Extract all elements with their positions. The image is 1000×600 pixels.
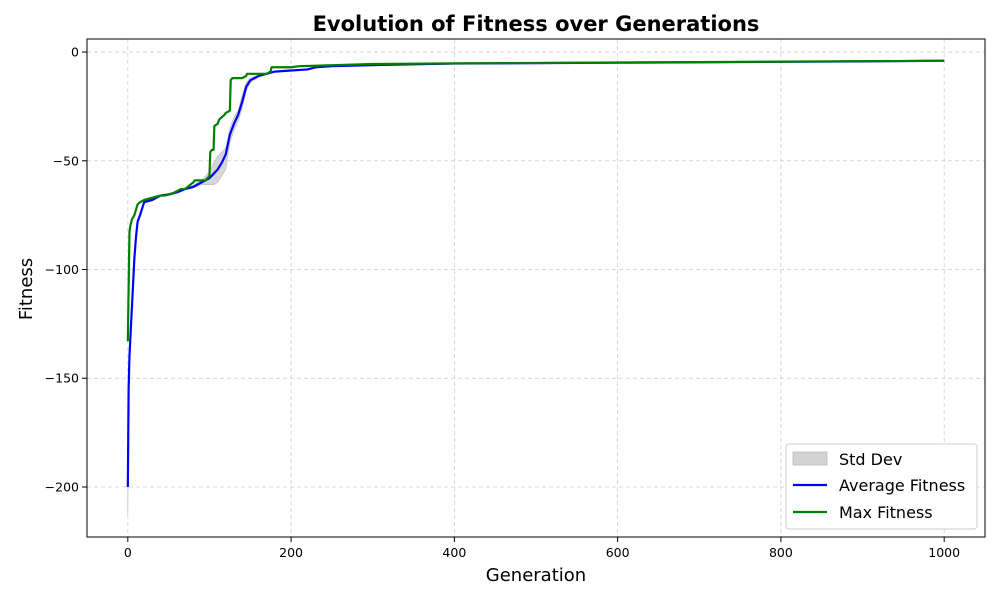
legend-swatch-std-dev — [792, 451, 828, 466]
y-tick-label: −100 — [45, 262, 79, 277]
max-fitness-line — [126, 59, 945, 342]
legend-frame — [785, 443, 978, 530]
chart-title: Evolution of Fitness over Generations — [313, 12, 760, 36]
legend-label-max-fitness: Max Fitness — [839, 503, 933, 522]
y-tick-label: 0 — [71, 45, 79, 60]
x-tick-label: 1000 — [928, 545, 960, 560]
legend-label-std-dev: Std Dev — [839, 450, 902, 469]
x-tick-label: 800 — [769, 545, 793, 560]
plot-frame — [86, 38, 986, 538]
x-tick-label: 200 — [279, 545, 303, 560]
y-axis-label: Fitness — [16, 258, 37, 320]
y-tick-label: −150 — [45, 371, 79, 386]
x-tick-label: 600 — [606, 545, 630, 560]
x-tick-label: 0 — [124, 545, 132, 560]
x-tick-label: 400 — [442, 545, 466, 560]
x-axis-label: Generation — [486, 565, 586, 586]
legend: Std Dev Average Fitness Max Fitness — [785, 443, 978, 530]
legend-label-average-fitness: Average Fitness — [839, 476, 965, 495]
y-tick-label: −50 — [53, 153, 79, 168]
y-tick-label: −200 — [45, 479, 79, 494]
axis-ticks: 0 200 400 600 800 1000 0 −50 −100 −150 −200 — [45, 45, 960, 560]
